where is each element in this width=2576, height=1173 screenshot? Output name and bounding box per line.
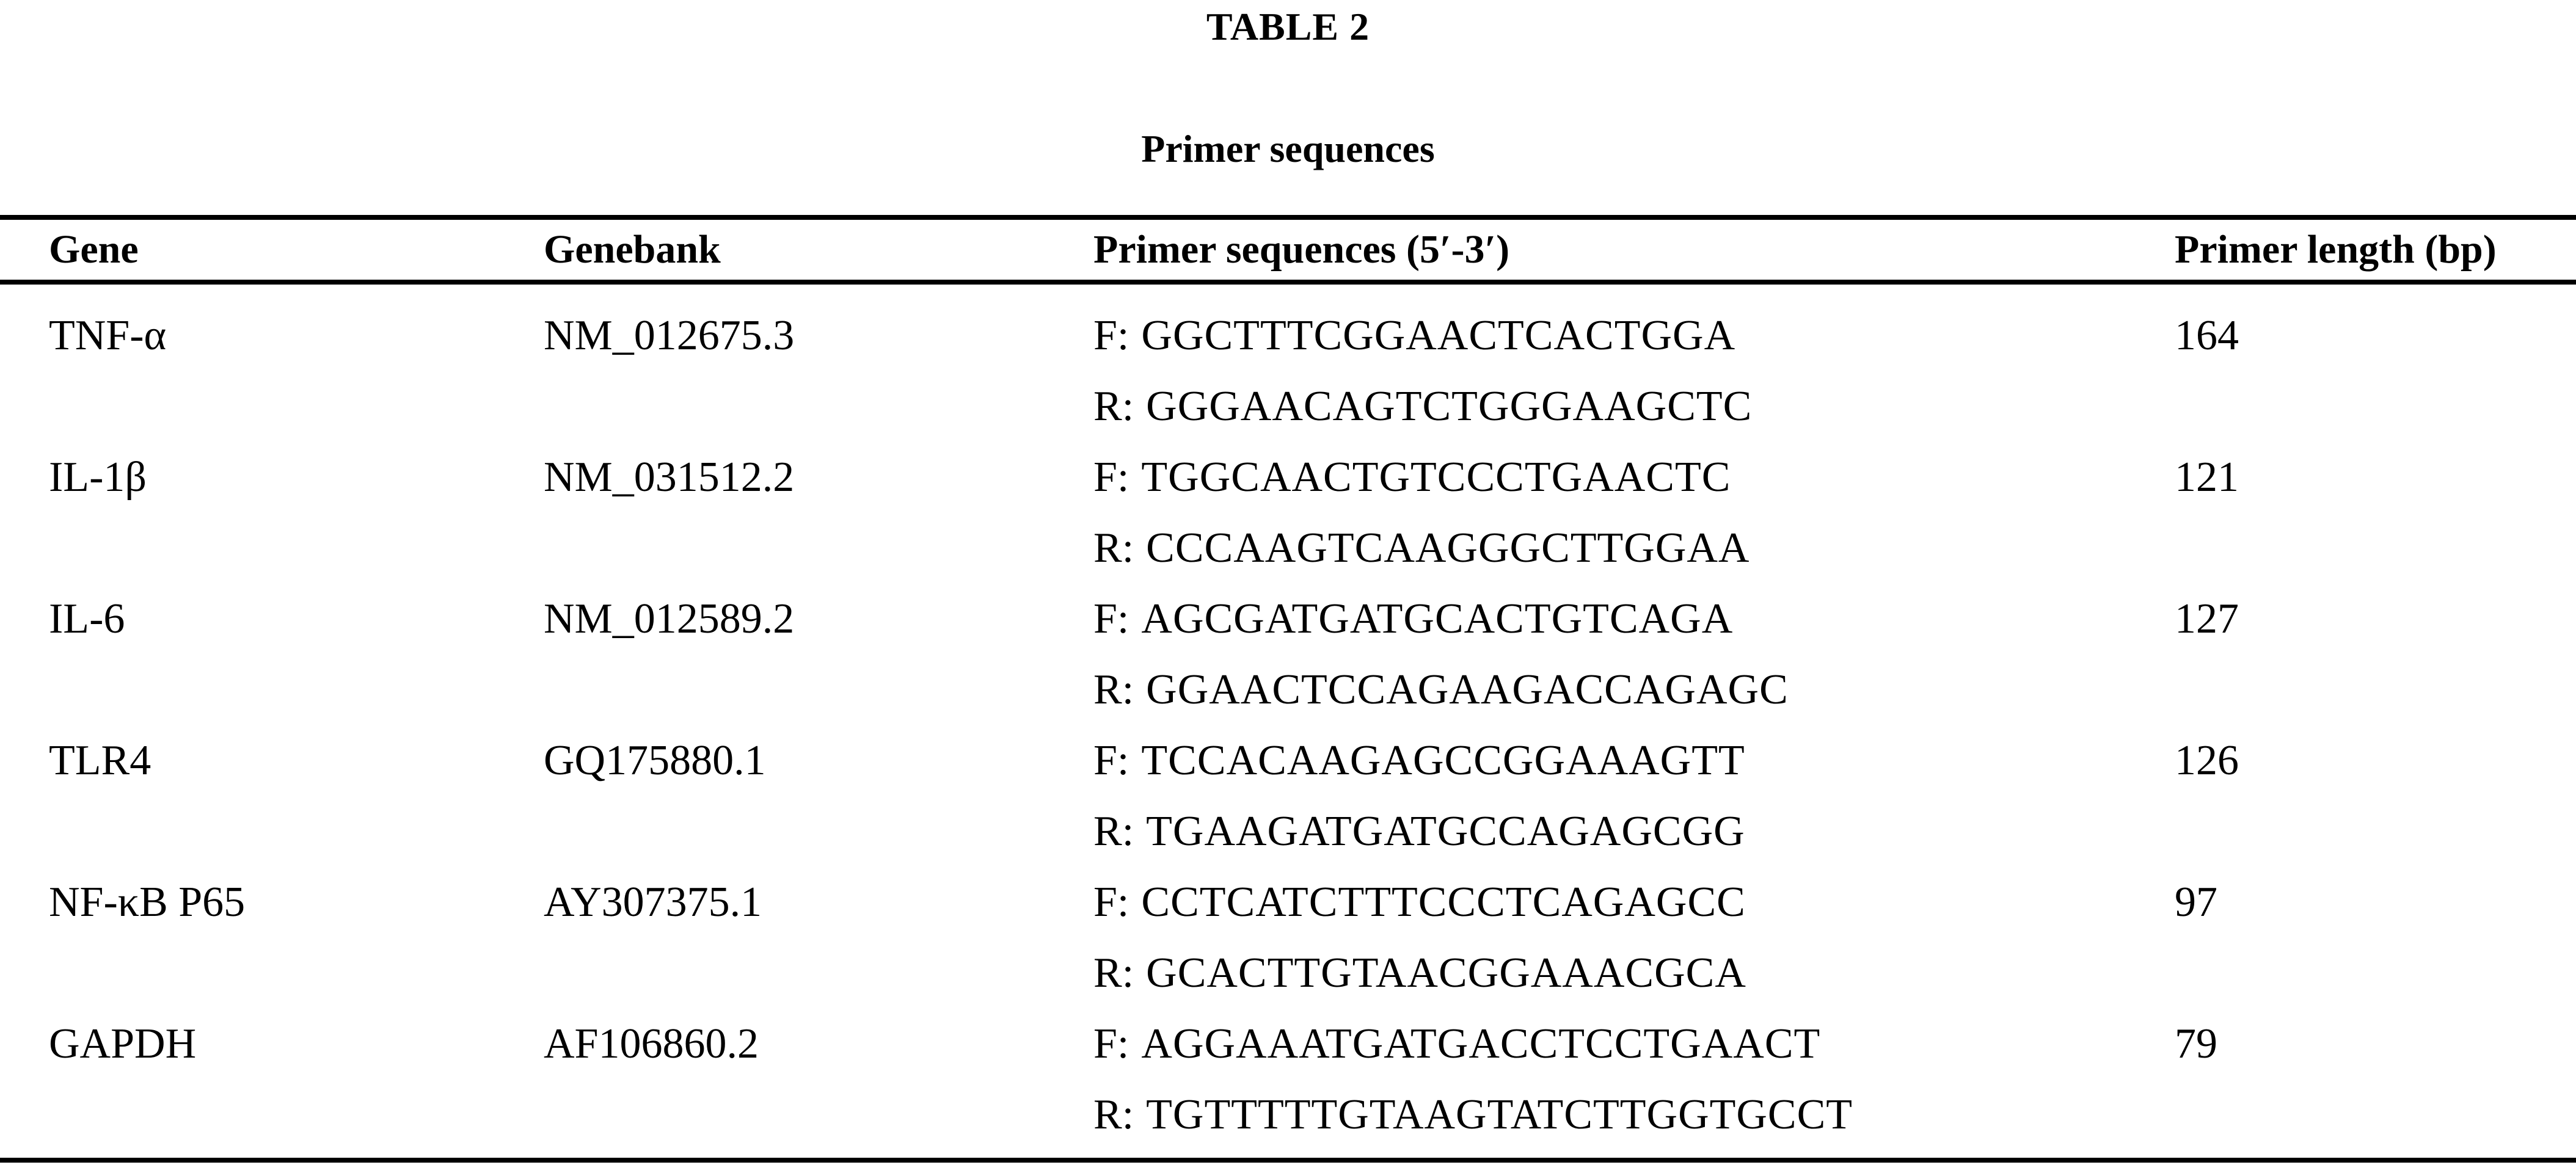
primer-sequences-cell: F: TCCACAAGAGCCGGAAAGTT R: TGAAGATGATGCCAG… <box>1093 725 2175 867</box>
primer-sequences-cell: F: GGCTTTCGGAACTCACTGGA R: GGGAACAGTCTGGGA… <box>1093 300 2175 442</box>
gene-name: TLR4 <box>49 737 151 784</box>
gene-name: IL-1β <box>49 454 147 501</box>
gene-name: TNF-α <box>49 312 167 359</box>
primer-sequences-cell: F: TGGCAACTGTCCCTGAACTC R: CCCAAGTCAAGGGCT… <box>1093 442 2175 584</box>
genebank-accession: AF106860.2 <box>544 1020 759 1067</box>
reverse-prefix: R: <box>1093 950 1134 997</box>
forward-primer-line: F: GGCTTTCGGAACTCACTGGA <box>1093 300 2175 371</box>
column-header-genebank: Genebank <box>544 227 721 272</box>
document-page: TABLE 2 Primer sequences Gene Genebank P… <box>0 5 2576 1173</box>
table-row: IL-6 NM_012589.2 F: AGCGATGATGCACTGTCAGA … <box>0 584 2576 725</box>
table-row: IL-1β NM_031512.2 F: TGGCAACTGTCCCTGAACTC… <box>0 442 2576 584</box>
primer-table: Gene Genebank Primer sequences (5′-3′) P… <box>0 215 2576 1163</box>
forward-sequence: TCCACAAGAGCCGGAAAGTT <box>1141 737 1745 784</box>
reverse-sequence: TGAAGATGATGCCAGAGCGG <box>1146 808 1745 855</box>
forward-primer-line: F: AGGAAATGATGACCTCCTGAACT <box>1093 1009 2175 1080</box>
forward-prefix: F: <box>1093 595 1129 642</box>
genebank-accession: AY307375.1 <box>544 879 762 926</box>
table-label: TABLE 2 <box>1206 5 1370 48</box>
reverse-sequence: GGGAACAGTCTGGGAAGCTC <box>1146 383 1753 430</box>
table-caption: Primer sequences <box>1141 127 1435 170</box>
reverse-prefix: R: <box>1093 666 1134 713</box>
forward-prefix: F: <box>1093 312 1129 359</box>
primer-length-value: 126 <box>2175 737 2239 784</box>
reverse-primer-line: R: CCCAAGTCAAGGGCTTGGAA <box>1093 513 2175 584</box>
primer-length-value: 79 <box>2175 1020 2217 1067</box>
forward-sequence: AGCGATGATGCACTGTCAGA <box>1141 595 1734 642</box>
gene-name: GAPDH <box>49 1020 197 1067</box>
forward-sequence: CCTCATCTTTCCCTCAGAGCC <box>1141 879 1746 926</box>
forward-sequence: TGGCAACTGTCCCTGAACTC <box>1141 454 1731 501</box>
table-row: TNF-α NM_012675.3 F: GGCTTTCGGAACTCACTGGA… <box>0 300 2576 442</box>
forward-prefix: F: <box>1093 879 1129 926</box>
reverse-primer-line: R: GGAACTCCAGAAGACCAGAGC <box>1093 655 2175 725</box>
reverse-sequence: GCACTTGTAACGGAAACGCA <box>1146 950 1746 997</box>
genebank-accession: NM_031512.2 <box>544 454 795 501</box>
reverse-prefix: R: <box>1093 1091 1134 1138</box>
primer-sequences-cell: F: AGGAAATGATGACCTCCTGAACT R: TGTTTTTGTAAG… <box>1093 1009 2175 1150</box>
column-header-primer-length: Primer length (bp) <box>2175 227 2497 272</box>
primer-sequences-cell: F: AGCGATGATGCACTGTCAGA R: GGAACTCCAGAAGAC… <box>1093 584 2175 725</box>
reverse-prefix: R: <box>1093 383 1134 430</box>
forward-prefix: F: <box>1093 1020 1129 1067</box>
reverse-primer-line: R: TGAAGATGATGCCAGAGCGG <box>1093 796 2175 867</box>
forward-primer-line: F: TCCACAAGAGCCGGAAAGTT <box>1093 725 2175 796</box>
table-body: TNF-α NM_012675.3 F: GGCTTTCGGAACTCACTGGA… <box>0 285 2576 1163</box>
genebank-accession: NM_012589.2 <box>544 595 795 642</box>
forward-primer-line: F: CCTCATCTTTCCCTCAGAGCC <box>1093 867 2175 938</box>
primer-sequences-cell: F: CCTCATCTTTCCCTCAGAGCC R: GCACTTGTAACGGA… <box>1093 867 2175 1009</box>
gene-name: NF-κB P65 <box>49 879 246 926</box>
primer-length-value: 127 <box>2175 595 2239 642</box>
forward-primer-line: F: AGCGATGATGCACTGTCAGA <box>1093 584 2175 655</box>
table-row: NF-κB P65 AY307375.1 F: CCTCATCTTTCCCTCAG… <box>0 867 2576 1009</box>
reverse-primer-line: R: GGGAACAGTCTGGGAAGCTC <box>1093 371 2175 442</box>
table-header-row: Gene Genebank Primer sequences (5′-3′) P… <box>0 220 2576 285</box>
primer-length-value: 121 <box>2175 454 2239 501</box>
table-row: GAPDH AF106860.2 F: AGGAAATGATGACCTCCTGAA… <box>0 1009 2576 1150</box>
forward-primer-line: F: TGGCAACTGTCCCTGAACTC <box>1093 442 2175 513</box>
forward-sequence: GGCTTTCGGAACTCACTGGA <box>1141 312 1736 359</box>
gene-name: IL-6 <box>49 595 125 642</box>
table-row: TLR4 GQ175880.1 F: TCCACAAGAGCCGGAAAGTT R… <box>0 725 2576 867</box>
forward-prefix: F: <box>1093 454 1129 501</box>
column-header-gene: Gene <box>49 227 139 272</box>
forward-sequence: AGGAAATGATGACCTCCTGAACT <box>1141 1020 1821 1067</box>
reverse-sequence: GGAACTCCAGAAGACCAGAGC <box>1146 666 1789 713</box>
reverse-primer-line: R: GCACTTGTAACGGAAACGCA <box>1093 938 2175 1009</box>
primer-length-value: 164 <box>2175 312 2239 359</box>
column-header-primer-sequences: Primer sequences (5′-3′) <box>1093 227 1510 272</box>
reverse-sequence: TGTTTTTGTAAGTATCTTGGTGCCT <box>1146 1091 1853 1138</box>
reverse-prefix: R: <box>1093 525 1134 572</box>
reverse-prefix: R: <box>1093 808 1134 855</box>
genebank-accession: GQ175880.1 <box>544 737 766 784</box>
reverse-sequence: CCCAAGTCAAGGGCTTGGAA <box>1146 525 1750 572</box>
primer-length-value: 97 <box>2175 879 2217 926</box>
genebank-accession: NM_012675.3 <box>544 312 795 359</box>
reverse-primer-line: R: TGTTTTTGTAAGTATCTTGGTGCCT <box>1093 1080 2175 1150</box>
forward-prefix: F: <box>1093 737 1129 784</box>
